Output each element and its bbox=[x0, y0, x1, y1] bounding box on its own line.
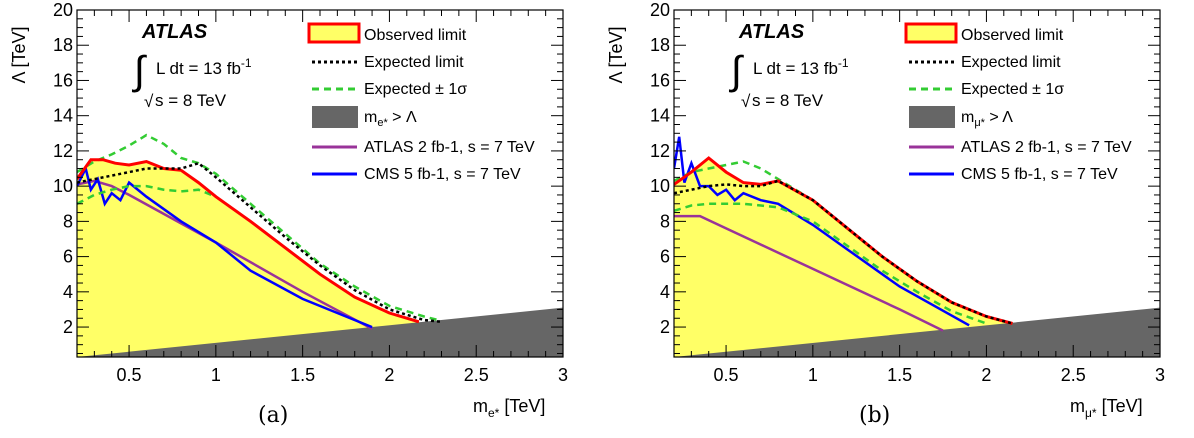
observed-limit-line bbox=[674, 156, 1013, 325]
expected-minus-1sigma-line bbox=[674, 202, 987, 325]
y-tick-label: 6 bbox=[660, 247, 670, 267]
x-tick-label: 2.5 bbox=[1061, 365, 1086, 385]
legend-excluded-swatch bbox=[909, 106, 955, 128]
kinematic-excluded-region bbox=[77, 307, 563, 357]
observed-limit-line bbox=[77, 158, 420, 324]
experiment-label: ATLAS bbox=[141, 21, 208, 43]
x-tick-label: 3 bbox=[1155, 365, 1165, 385]
observed-excluded-region bbox=[674, 158, 1013, 357]
y-tick-label: 2 bbox=[660, 317, 670, 337]
panel-b: 0.5 1 1.5 2 2.5 3 2 4 6 8 10 12 14 16 18 20 Λ [TeV] mμ* [… bbox=[597, 0, 1194, 438]
y-tick-label: 10 bbox=[53, 176, 73, 196]
panel-label-b: (b) bbox=[859, 403, 891, 428]
y-tick-label: 12 bbox=[650, 141, 670, 161]
expected-limit-line bbox=[77, 161, 442, 324]
y-tick-label: 20 bbox=[53, 0, 73, 20]
y-tick-label: 4 bbox=[63, 282, 73, 302]
legend-observed-swatch bbox=[904, 22, 958, 44]
x-tick-label: 1.5 bbox=[887, 365, 912, 385]
x-tick-label: 1 bbox=[211, 365, 221, 385]
legend-expected-label: Expected limit bbox=[364, 54, 464, 71]
legend-observed-swatch bbox=[307, 22, 361, 44]
legend-band-label: Expected ± 1σ bbox=[961, 81, 1064, 98]
sqrt-sign: √ bbox=[144, 92, 154, 111]
y-tick-label: 2 bbox=[63, 317, 73, 337]
integral-sign: ∫ bbox=[132, 49, 148, 93]
y-tick-label: 14 bbox=[650, 106, 670, 126]
y-tick-label: 12 bbox=[53, 141, 73, 161]
integral-sign: ∫ bbox=[729, 49, 745, 93]
y-tick-label: 18 bbox=[650, 35, 670, 55]
y-tick-label: 16 bbox=[53, 70, 73, 90]
legend-atlas7-label: ATLAS 2 fb-1, s = 7 TeV bbox=[364, 139, 535, 156]
luminosity-label: L dt = 13 fb-1 bbox=[156, 56, 252, 78]
x-axis-label: me* [TeV] bbox=[473, 396, 545, 420]
y-tick-label: 4 bbox=[660, 282, 670, 302]
legend-excluded-swatch bbox=[312, 106, 358, 128]
x-tick-label: 2 bbox=[981, 365, 991, 385]
sqrt-sign: √ bbox=[741, 92, 751, 111]
y-tick-label: 6 bbox=[63, 247, 73, 267]
x-tick-label: 1.5 bbox=[290, 365, 315, 385]
energy-label: s = 8 TeV bbox=[752, 91, 824, 110]
legend-observed-label: Observed limit bbox=[364, 27, 467, 44]
expected-limit-line bbox=[674, 179, 1013, 325]
y-axis-label: Λ [TeV] bbox=[9, 26, 29, 83]
y-tick-label: 20 bbox=[650, 0, 670, 20]
x-axis-label: mμ* [TeV] bbox=[1070, 396, 1143, 420]
panel-a: 0.5 1 1.5 2 2.5 3 2 4 6 8 10 12 14 16 18 20 Λ [TeV] me* [… bbox=[9, 0, 568, 428]
y-tick-label: 14 bbox=[53, 106, 73, 126]
atlas-7tev-line bbox=[674, 214, 944, 332]
cms-7tev-line bbox=[77, 164, 373, 329]
legend-band-label: Expected ± 1σ bbox=[364, 81, 467, 98]
y-axis-label: Λ [TeV] bbox=[606, 26, 626, 83]
y-tick-label: 16 bbox=[650, 70, 670, 90]
plot-area bbox=[674, 136, 1160, 357]
chart-a: 0.5 1 1.5 2 2.5 3 2 4 6 8 10 12 14 16 18 20 Λ [TeV] me* [… bbox=[9, 0, 568, 420]
legend-excluded-label: mμ* > Λ bbox=[961, 109, 1013, 129]
x-tick-label: 1 bbox=[808, 365, 818, 385]
panel-label-a: (a) bbox=[258, 403, 289, 428]
plot-area bbox=[77, 133, 563, 357]
luminosity-label: L dt = 13 fb-1 bbox=[753, 56, 849, 78]
x-tick-label: 0.5 bbox=[714, 365, 739, 385]
y-tick-label: 18 bbox=[53, 35, 73, 55]
atlas-7tev-line bbox=[77, 179, 373, 330]
legend-cms7-label: CMS 5 fb-1, s = 7 TeV bbox=[364, 166, 521, 183]
chart-b: 0.5 1 1.5 2 2.5 3 2 4 6 8 10 12 14 16 18 20 Λ [TeV] mμ* [… bbox=[606, 0, 1165, 420]
x-tick-label: 3 bbox=[558, 365, 568, 385]
legend-observed-label: Observed limit bbox=[961, 27, 1064, 44]
legend-cms7-label: CMS 5 fb-1, s = 7 TeV bbox=[961, 166, 1118, 183]
y-tick-label: 8 bbox=[660, 211, 670, 231]
x-tick-label: 0.5 bbox=[117, 365, 142, 385]
kinematic-excluded-region bbox=[674, 307, 1160, 357]
legend-expected-label: Expected limit bbox=[961, 54, 1061, 71]
x-tick-label: 2 bbox=[384, 365, 394, 385]
experiment-label: ATLAS bbox=[738, 21, 805, 43]
x-tick-label: 2.5 bbox=[464, 365, 489, 385]
legend-excluded-label: me* > Λ bbox=[364, 109, 417, 129]
legend-atlas7-label: ATLAS 2 fb-1, s = 7 TeV bbox=[961, 139, 1132, 156]
y-tick-label: 10 bbox=[650, 176, 670, 196]
expected-plus-1sigma-line bbox=[77, 133, 439, 322]
energy-label: s = 8 TeV bbox=[155, 91, 227, 110]
y-tick-label: 8 bbox=[63, 211, 73, 231]
